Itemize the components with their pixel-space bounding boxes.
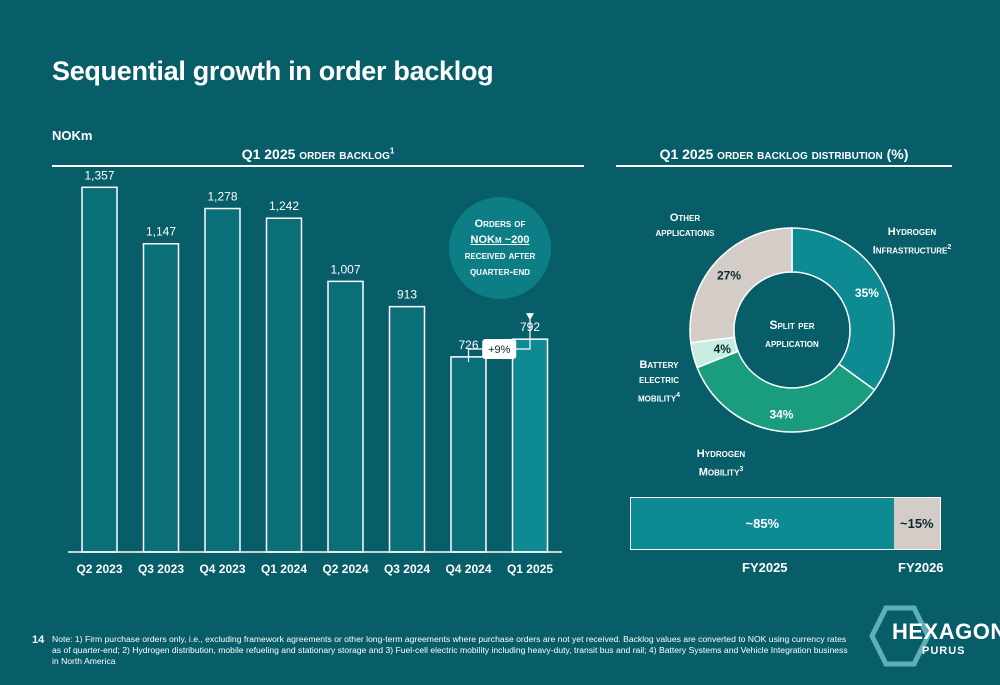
- category-label: Q4 2023: [199, 562, 245, 576]
- donut-slice-hydrogen-mobility: [696, 350, 876, 433]
- fy2026-segment: ~15%: [893, 498, 940, 549]
- category-label: Q2 2024: [322, 562, 368, 576]
- fy2025-label: FY2025: [742, 560, 788, 575]
- bar-value-label: 1,278: [207, 190, 237, 204]
- label-other-applications: Other applications: [655, 212, 715, 239]
- donut-slice-other-applications: [689, 227, 793, 344]
- bar-q4-2023: [204, 207, 241, 553]
- donut-slice-hydrogen-infrastructure: [791, 227, 895, 392]
- bar-value-label: 726: [458, 338, 478, 352]
- label-hydrogen-mobility: Hydrogen Mobility3: [696, 448, 746, 479]
- hexagon-logo-icon: [869, 605, 931, 667]
- bar-chart-title-rule: [52, 165, 584, 167]
- bar-value-label: 1,007: [330, 262, 360, 276]
- donut-center-label: Split per application: [765, 318, 819, 350]
- page-number: 14: [32, 634, 45, 646]
- bar-value-label: 1,357: [84, 168, 114, 182]
- fy-split-bar: ~85% ~15%: [630, 497, 941, 550]
- growth-label: +9%: [488, 344, 511, 356]
- category-label: Q1 2025: [507, 562, 553, 576]
- category-label: Q3 2023: [138, 562, 184, 576]
- growth-badge: [482, 339, 517, 359]
- donut-value-label: 4%: [714, 342, 732, 356]
- label-battery-electric-mobility: Battery electric mobility4: [637, 359, 681, 405]
- donut-chart-title: Q1 2025 order backlog distribution (%): [659, 146, 909, 162]
- category-label: Q3 2024: [384, 562, 430, 576]
- donut-value-label: 27%: [717, 268, 741, 282]
- bar-q2-2023: [81, 186, 118, 553]
- unit-label: NOKm: [52, 128, 93, 143]
- bar-q2-2024: [327, 280, 364, 553]
- donut-value-label: 35%: [855, 286, 879, 300]
- bar-value-label: 1,147: [146, 225, 176, 239]
- bar-q4-2024: [450, 356, 487, 553]
- logo-name: HEXAGON: [892, 619, 1000, 644]
- bar-q1-2024: [265, 217, 303, 553]
- fy2026-label: FY2026: [898, 560, 944, 575]
- category-label: Q4 2024: [445, 562, 491, 576]
- logo-sub: PURUS: [922, 645, 966, 657]
- page-title: Sequential growth in order backlog: [52, 56, 494, 86]
- fy2025-segment: ~85%: [631, 498, 894, 549]
- bar-q3-2024: [388, 305, 426, 553]
- label-hydrogen-infrastructure: Hydrogen Infrastructure2: [872, 226, 952, 257]
- footnote: Note: 1) Firm purchase orders only, i.e.…: [52, 634, 848, 666]
- donut-value-label: 34%: [769, 407, 793, 421]
- category-label: Q2 2023: [76, 562, 122, 576]
- bar-chart-title: Q1 2025 order backlog1: [241, 146, 395, 162]
- bar-value-label: 913: [397, 288, 417, 302]
- category-label: Q1 2024: [261, 562, 307, 576]
- bar-q3-2023: [142, 242, 180, 553]
- bar-value-label: 1,242: [269, 199, 299, 213]
- donut-hole: [735, 273, 849, 387]
- bar-q1-2025: [511, 338, 549, 553]
- donut-chart-title-rule: [616, 165, 952, 167]
- growth-arrow-icon: [526, 313, 534, 321]
- orders-bubble: Orders of NOKm ~200 received after quart…: [449, 197, 551, 299]
